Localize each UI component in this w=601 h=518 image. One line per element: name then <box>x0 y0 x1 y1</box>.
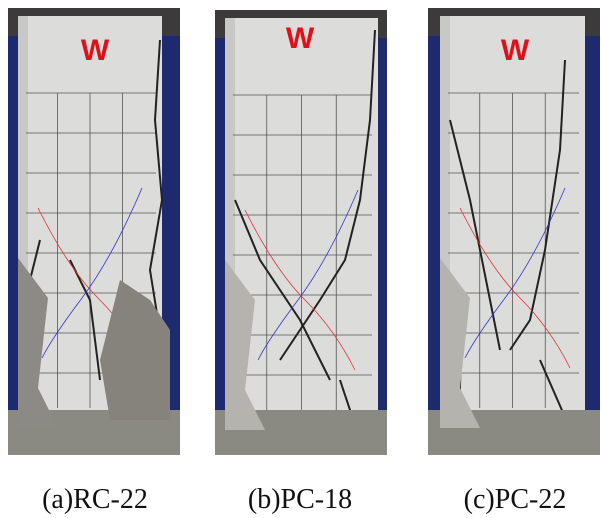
caption: (c)PC-22 <box>464 484 567 515</box>
column-mark: W <box>501 34 530 67</box>
caption: (b)PC-18 <box>248 484 352 515</box>
photo-panel: W (a)RC-22 <box>8 8 180 515</box>
column-mark: W <box>81 34 110 67</box>
figure: W (a)RC-22 W (b)PC-18 W (c)PC-22 <box>0 0 601 518</box>
photo-panel: W (c)PC-22 <box>428 8 600 515</box>
column-mark: W <box>286 22 315 55</box>
caption: (a)RC-22 <box>42 484 148 515</box>
photo-panel: W (b)PC-18 <box>215 10 387 515</box>
